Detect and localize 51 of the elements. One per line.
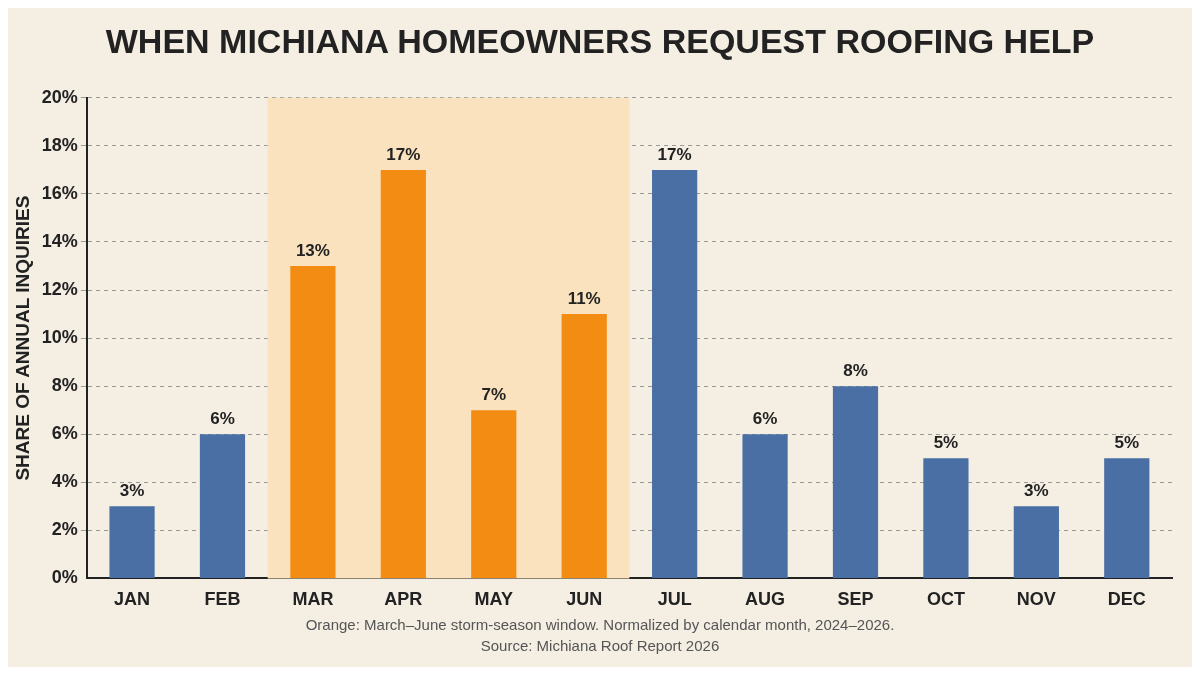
y-axis-title: SHARE OF ANNUAL INQUIRIES bbox=[11, 195, 33, 481]
data-label: 17% bbox=[657, 145, 692, 165]
y-tick-label: 10% bbox=[41, 327, 78, 348]
data-label: 3% bbox=[1024, 481, 1049, 501]
source-note: Source: Michiana Roof Report 2026 bbox=[479, 636, 721, 656]
data-label: 5% bbox=[933, 433, 959, 453]
y-tick-label: 4% bbox=[51, 471, 78, 492]
y-tick-label: 18% bbox=[41, 134, 78, 155]
data-label: 5% bbox=[1114, 433, 1140, 453]
data-label: 11% bbox=[567, 289, 601, 309]
bar bbox=[561, 314, 607, 578]
x-tick-label: MAY bbox=[474, 589, 513, 610]
data-label: 13% bbox=[295, 241, 330, 261]
x-tick-label: AUG bbox=[745, 589, 786, 610]
bar bbox=[109, 506, 155, 578]
bar bbox=[742, 434, 788, 578]
data-label: 17% bbox=[386, 145, 421, 165]
x-tick-label: FEB bbox=[204, 589, 241, 610]
y-tick-label: 0% bbox=[51, 567, 78, 588]
x-tick-label: JAN bbox=[114, 589, 151, 610]
x-tick-label: JUN bbox=[566, 589, 603, 610]
data-label: 6% bbox=[752, 409, 778, 429]
x-tick-label: SEP bbox=[837, 589, 874, 610]
x-tick-label: DEC bbox=[1107, 589, 1146, 610]
bar bbox=[652, 169, 698, 578]
chart-title: WHEN MICHIANA HOMEOWNERS REQUEST ROOFING HELP bbox=[104, 21, 1096, 62]
bar bbox=[1013, 506, 1059, 578]
y-tick-label: 2% bbox=[51, 519, 78, 540]
y-tick-label: 12% bbox=[41, 279, 78, 300]
data-label: 8% bbox=[843, 361, 868, 381]
bar bbox=[832, 386, 879, 578]
bar bbox=[199, 434, 246, 578]
y-tick-label: 8% bbox=[51, 375, 78, 396]
bar bbox=[1104, 458, 1150, 578]
data-label: 7% bbox=[481, 385, 507, 405]
y-tick-label: 14% bbox=[41, 230, 78, 251]
bar bbox=[290, 266, 336, 578]
data-label: 3% bbox=[119, 481, 145, 501]
bar bbox=[471, 410, 517, 578]
y-tick-label: 16% bbox=[41, 182, 78, 203]
x-tick-label: MAR bbox=[292, 589, 334, 610]
bar bbox=[923, 458, 969, 578]
x-tick-label: OCT bbox=[926, 589, 965, 610]
x-tick-label: NOV bbox=[1016, 589, 1056, 610]
y-tick-label: 20% bbox=[41, 86, 78, 107]
y-tick-label: 6% bbox=[51, 423, 78, 444]
x-tick-label: APR bbox=[384, 589, 423, 610]
bar bbox=[380, 169, 426, 578]
data-label: 6% bbox=[210, 409, 235, 429]
text: Orange: March–June storm-season window. Normalized by calendar month, 2024–2026. bbox=[304, 615, 896, 635]
x-tick-label: JUL bbox=[657, 589, 692, 610]
